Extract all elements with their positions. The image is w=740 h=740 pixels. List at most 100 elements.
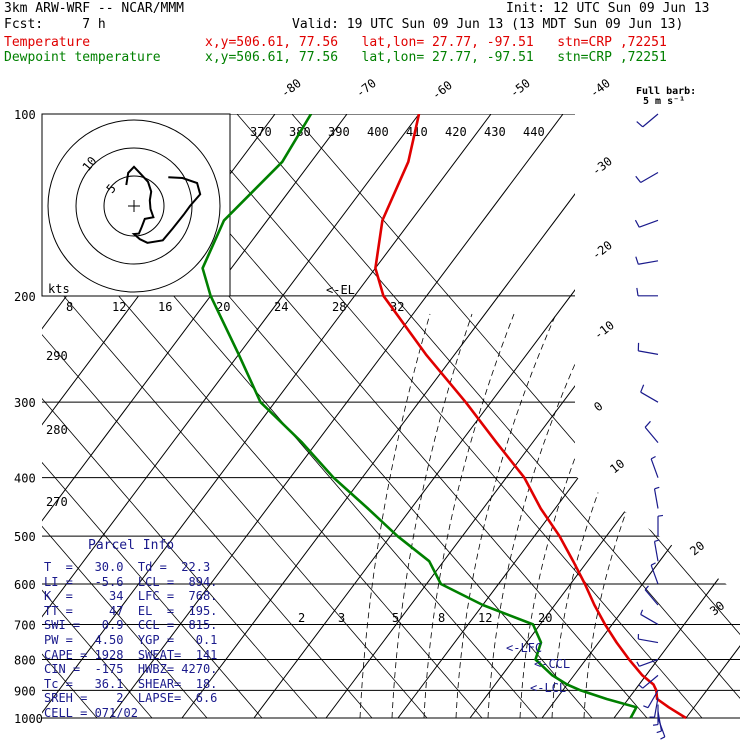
wind-barb [644, 420, 659, 444]
parcel-info-row: SWI = 0.9 CCL = 815. [44, 618, 218, 633]
pressure-label: 100 [14, 108, 36, 122]
dry-adiabat-line [291, 114, 740, 719]
moist-adiabat-line [455, 313, 557, 719]
hodograph-speed-label: 16 [158, 300, 172, 314]
moist-adiabat-line [391, 313, 473, 719]
isotherm-line [541, 114, 740, 719]
wind-barb-units: 5 m s⁻¹ [643, 96, 685, 107]
wind-barb [638, 674, 659, 689]
dry-adiabat-line [42, 114, 153, 719]
theta-label: 400 [367, 125, 389, 139]
mixing-ratio-label: 8 [438, 611, 445, 625]
parcel-info-row: CELL = 071/02 [44, 705, 138, 720]
isotherm-line [685, 114, 740, 719]
pressure-label: 1000 [14, 712, 43, 726]
isotherm-label: -10 [591, 318, 617, 342]
isotherm-label: 30 [707, 598, 727, 618]
dewpoint-location-info: x,y=506.61, 77.56 lat,lon= 27.77, -97.51… [205, 50, 667, 65]
forecast-hour: Fcst: 7 h [4, 17, 106, 32]
theta-label: 390 [328, 125, 350, 139]
dry-adiabat-line [42, 114, 428, 719]
wind-barb [634, 219, 659, 228]
mixing-ratio-label: 3 [338, 611, 345, 625]
temperature-profile-line [374, 114, 687, 720]
moist-adiabat-line [423, 313, 515, 719]
wind-barb [649, 697, 659, 718]
level-marker-lfc: <-LFC [506, 641, 542, 655]
dry-adiabat-line [42, 114, 318, 719]
hodograph-speed-label: 20 [216, 300, 230, 314]
isotherm-label: -60 [429, 78, 455, 102]
hodograph-ring [47, 119, 221, 293]
wind-barb [653, 486, 660, 509]
parcel-info-row: SREH = 2 LAPSE= 6.6 [44, 691, 218, 706]
isotherm-label: -30 [589, 154, 615, 178]
isotherm-label: -80 [278, 76, 304, 100]
isotherm-label: 20 [687, 538, 707, 558]
dry-adiabat-line [236, 114, 740, 719]
theta-label: 290 [46, 349, 68, 363]
mixing-ratio-label: 20 [538, 611, 552, 625]
parcel-info-row: PW = 4.50 YGP = 0.1 [44, 632, 218, 647]
hodograph-units-label: kts [48, 282, 70, 296]
isotherm-line [42, 114, 348, 719]
pressure-label: 700 [14, 618, 36, 632]
isotherm-line [109, 114, 564, 719]
hodograph-speed-label: 24 [274, 300, 288, 314]
hodograph-speed-label: 8 [66, 300, 73, 314]
temperature-location-info: x,y=506.61, 77.56 lat,lon= 27.77, -97.51… [205, 35, 667, 50]
hodograph-ring [75, 147, 193, 265]
wind-barb [653, 539, 660, 562]
pressure-label: 600 [14, 578, 36, 592]
parcel-info-row: TT = 47 EL = 195. [44, 603, 218, 618]
level-marker-el: <-EL [326, 283, 355, 297]
theta-label: 410 [406, 125, 428, 139]
hodograph-speed-label: 28 [332, 300, 346, 314]
pressure-label: 200 [14, 290, 36, 304]
pressure-label: 900 [14, 684, 36, 698]
wind-barb [652, 704, 659, 726]
wind-barb [635, 172, 659, 184]
theta-label: 420 [445, 125, 467, 139]
parcel-info-row: CIN = -175 HWBZ= 4270. [44, 662, 218, 677]
isotherm-label: 0 [591, 399, 605, 414]
wind-barb [637, 342, 659, 355]
isotherm-line [613, 114, 740, 719]
dry-adiabat-line [181, 114, 703, 719]
hodograph-speed-label: 12 [112, 300, 126, 314]
wind-barb [637, 634, 659, 644]
isotherm-label: -70 [353, 76, 379, 100]
model-title: 3km ARW-WRF -- NCAR/MMM [4, 1, 185, 16]
hodograph-trace [125, 165, 202, 244]
dewpoint-profile-line [201, 114, 638, 719]
valid-time: Valid: 19 UTC Sun 09 Jun 13 (13 MDT Sun … [292, 17, 684, 32]
level-marker-lcl: <-LCL [530, 681, 566, 695]
wind-barb [640, 384, 659, 403]
wind-barb [636, 113, 659, 128]
dry-adiabat-line [42, 114, 373, 719]
wind-barb [644, 585, 659, 606]
wind-barb [657, 514, 664, 537]
wind-barb [635, 256, 659, 265]
wind-barb [650, 562, 659, 585]
mixing-ratio-label: 5 [392, 611, 399, 625]
dewpoint-legend-label: Dewpoint temperature [4, 50, 161, 65]
moist-adiabat-line [359, 313, 431, 719]
isotherm-label: 10 [607, 456, 627, 476]
parcel-info-row: Tc = 36.1 SHEAR= 18. [44, 676, 218, 691]
pressure-label: 800 [14, 653, 36, 667]
pressure-label: 300 [14, 396, 36, 410]
wind-barb-title: Full barb: [636, 86, 696, 97]
dry-adiabat-line [42, 114, 263, 719]
isotherm-line [253, 114, 708, 719]
theta-label: 270 [46, 495, 68, 509]
parcel-info-row: T = 30.0 Td = 22.3 [44, 560, 211, 574]
isotherm-line [469, 114, 740, 719]
isotherm-line [181, 114, 636, 719]
pressure-label: 500 [14, 530, 36, 544]
init-time: Init: 12 UTC Sun 09 Jun 13 [506, 1, 710, 16]
moist-adiabat-line [487, 313, 599, 719]
theta-label: 370 [250, 125, 272, 139]
isotherm-label: -40 [587, 76, 613, 100]
